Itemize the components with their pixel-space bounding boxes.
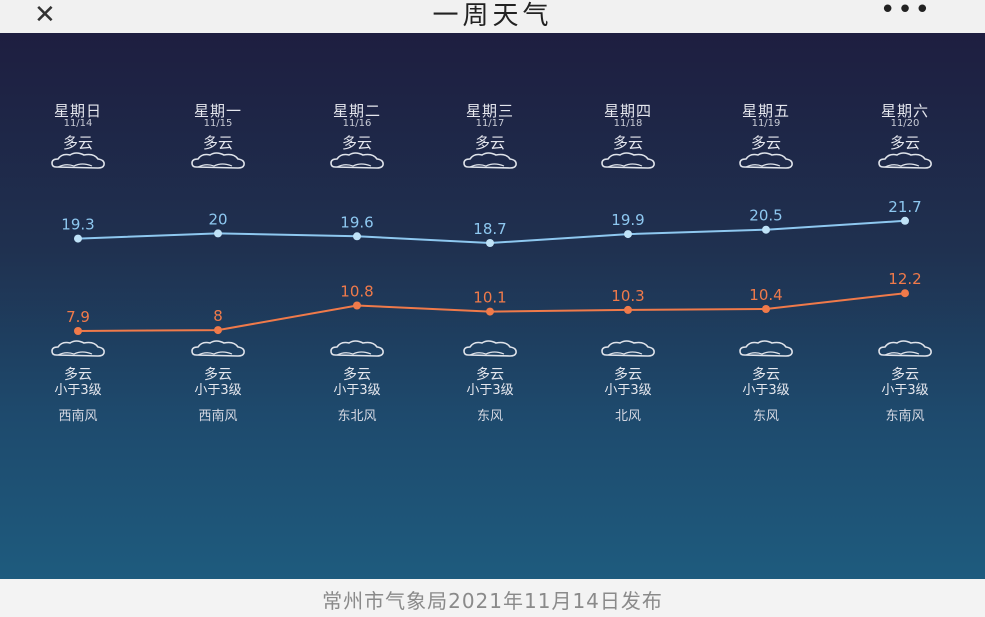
low-temp-label: 10.8 <box>340 283 373 301</box>
cloud-icon <box>463 152 517 169</box>
high-temp-point <box>74 234 82 243</box>
day-condition: 多云 <box>62 134 93 152</box>
day-column: 星期三 11/17 多云 多云 小于3级 东风 <box>430 33 550 579</box>
day-column: 星期六 11/20 多云 多云 小于3级 东南风 <box>845 33 965 579</box>
cloud-icon <box>601 152 655 169</box>
cloud-icon <box>739 340 793 357</box>
high-temp-point <box>214 229 222 238</box>
wind-direction: 东风 <box>476 409 503 424</box>
low-temp-point <box>486 307 494 316</box>
low-temp-label: 7.9 <box>66 308 90 326</box>
day-condition: 多云 <box>202 134 233 152</box>
wind-direction: 东北风 <box>337 409 377 424</box>
night-condition: 多云 <box>614 367 642 383</box>
cloud-icon <box>878 152 932 169</box>
day-condition: 多云 <box>474 134 505 152</box>
date-label: 11/16 <box>342 118 372 129</box>
cloud-icon <box>191 152 245 169</box>
low-temp-point <box>624 305 632 314</box>
low-temp-point <box>214 326 222 335</box>
footer: 常州市气象局2021年11月14日发布 <box>0 579 985 617</box>
low-temp-label: 10.3 <box>611 287 644 305</box>
high-temp-point <box>486 239 494 247</box>
high-temp-point <box>901 216 909 225</box>
page-title: 一周天气 <box>432 1 553 31</box>
cloud-icon <box>330 340 384 357</box>
wind-direction: 北风 <box>614 409 641 424</box>
low-temp-label: 10.1 <box>473 289 506 307</box>
day-condition: 多云 <box>612 134 643 152</box>
day-column: 星期日 11/14 多云 多云 小于3级 西南风 <box>18 33 138 579</box>
night-condition: 多云 <box>343 367 371 383</box>
high-temp-label: 19.6 <box>340 213 373 231</box>
wind-level: 小于3级 <box>466 383 514 398</box>
night-condition: 多云 <box>64 367 92 383</box>
day-condition: 多云 <box>750 134 781 152</box>
weekday-label: 星期日 <box>53 102 102 120</box>
cloud-icon <box>739 152 793 169</box>
low-temp-point <box>74 327 82 335</box>
day-column: 星期四 11/18 多云 多云 小于3级 北风 <box>568 33 688 579</box>
top-bar: ✕ 一周天气 ••• <box>0 0 985 33</box>
high-temp-label: 19.9 <box>611 211 644 229</box>
more-icon[interactable]: ••• <box>880 0 933 25</box>
low-temp-point <box>762 305 770 313</box>
wind-direction: 东风 <box>752 409 779 424</box>
wind-level: 小于3级 <box>333 383 381 398</box>
low-temp-label: 10.4 <box>749 286 782 304</box>
day-column: 星期五 11/19 多云 多云 小于3级 东风 <box>706 33 826 579</box>
cloud-icon <box>463 340 517 357</box>
weekday-label: 星期五 <box>741 102 790 120</box>
weekday-label: 星期一 <box>193 102 242 120</box>
high-temp-label: 20.5 <box>749 207 782 225</box>
weekday-label: 星期六 <box>880 102 929 120</box>
wind-level: 小于3级 <box>742 383 790 398</box>
wind-level: 小于3级 <box>54 383 102 398</box>
date-label: 11/19 <box>751 118 781 129</box>
weekday-label: 星期二 <box>332 102 381 120</box>
temperature-chart: 19.3 20 19.6 18.7 19.9 20.5 21.7 7.9 8 10.8 10.1 10… <box>61 198 922 335</box>
close-icon[interactable]: ✕ <box>34 0 56 30</box>
day-column: 星期一 11/15 多云 多云 小于3级 西南风 <box>158 33 278 579</box>
high-temp-label: 19.3 <box>61 216 94 234</box>
wind-direction: 西南风 <box>58 409 98 424</box>
date-label: 11/18 <box>613 118 643 129</box>
date-label: 11/15 <box>203 118 233 129</box>
cloud-icon <box>878 340 932 357</box>
high-temp-point <box>762 225 770 234</box>
weather-panel: 星期日 11/14 多云 多云 小于3级 西南风 星期一 11/15 多云 多云 小于3级 西南风 星期… <box>0 33 985 579</box>
weekday-label: 星期三 <box>465 102 514 120</box>
night-condition: 多云 <box>204 367 232 383</box>
high-temp-label: 18.7 <box>473 220 506 238</box>
cloud-icon <box>601 340 655 357</box>
low-temp-point <box>353 301 361 310</box>
cloud-icon <box>191 340 245 357</box>
high-temp-point <box>353 232 361 241</box>
low-temp-point <box>901 289 909 298</box>
wind-level: 小于3级 <box>604 383 652 398</box>
wind-level: 小于3级 <box>194 383 242 398</box>
low-temp-label: 8 <box>213 307 223 325</box>
wind-direction: 西南风 <box>198 409 238 424</box>
high-temp-label: 21.7 <box>888 198 921 216</box>
night-condition: 多云 <box>752 367 780 383</box>
high-temp-label: 20 <box>208 210 227 228</box>
cloud-icon <box>330 152 384 169</box>
date-label: 11/17 <box>475 118 505 129</box>
publish-note: 常州市气象局2021年11月14日发布 <box>322 589 663 613</box>
date-label: 11/14 <box>63 118 93 129</box>
low-temp-label: 12.2 <box>888 270 921 288</box>
weekday-label: 星期四 <box>603 102 652 120</box>
cloud-icon <box>51 152 105 169</box>
cloud-icon <box>51 340 105 357</box>
date-label: 11/20 <box>890 118 920 129</box>
day-condition: 多云 <box>889 134 920 152</box>
high-temp-point <box>624 230 632 239</box>
day-condition: 多云 <box>341 134 372 152</box>
day-column: 星期二 11/16 多云 多云 小于3级 东北风 <box>297 33 417 579</box>
night-condition: 多云 <box>891 367 919 383</box>
wind-direction: 东南风 <box>885 409 925 424</box>
wind-level: 小于3级 <box>881 383 929 398</box>
night-condition: 多云 <box>476 367 504 383</box>
